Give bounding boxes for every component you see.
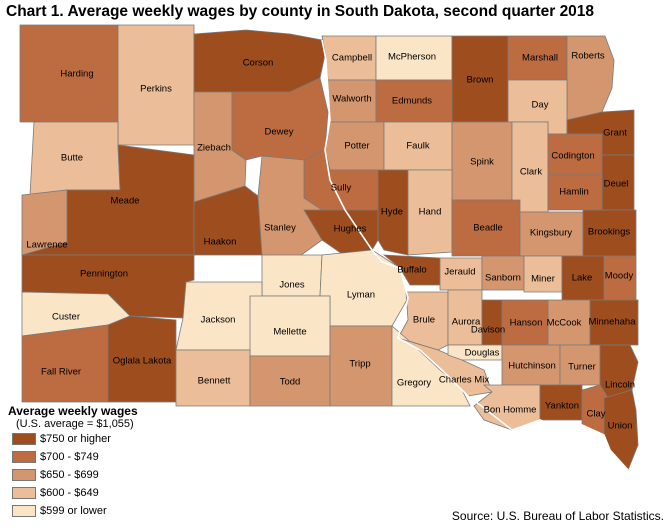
legend-label: $750 or higher bbox=[40, 433, 111, 445]
county-label: Sully bbox=[331, 183, 352, 194]
county-label: McPherson bbox=[388, 52, 436, 63]
county-label: Moody bbox=[605, 271, 634, 282]
county-label: Hand bbox=[419, 207, 442, 218]
legend-item: $650 - $699 bbox=[12, 466, 138, 484]
county-label: Hyde bbox=[381, 207, 403, 218]
county-douglas bbox=[447, 344, 503, 361]
source-note: Source: U.S. Bureau of Labor Statistics. bbox=[451, 509, 664, 523]
county-label: Bon Homme bbox=[484, 405, 537, 416]
county-label: Miner bbox=[531, 274, 555, 285]
county-label: Dewey bbox=[264, 127, 293, 138]
legend-swatch bbox=[12, 505, 36, 517]
county-label: Spink bbox=[470, 157, 494, 168]
legend-label: $700 - $749 bbox=[40, 451, 99, 463]
county-label: Buffalo bbox=[397, 265, 426, 276]
county-label: Turner bbox=[568, 362, 596, 373]
county-label: Bennett bbox=[198, 376, 231, 387]
county-label: Douglas bbox=[465, 348, 500, 359]
county-label: Lawrence bbox=[26, 240, 67, 251]
county-minnehaha bbox=[589, 299, 639, 346]
county-label: Ziebach bbox=[197, 143, 231, 154]
county-label: McCook bbox=[547, 318, 582, 329]
legend-label: $650 - $699 bbox=[40, 469, 99, 481]
county-label: Hutchinson bbox=[508, 361, 556, 372]
county-label: Walworth bbox=[332, 94, 371, 105]
county-buffalo bbox=[382, 254, 441, 286]
county-label: Charles Mix bbox=[439, 375, 489, 386]
county-label: Brule bbox=[413, 315, 435, 326]
county-label: Deuel bbox=[604, 179, 629, 190]
county-label: Jackson bbox=[201, 315, 236, 326]
county-label: Minnehaha bbox=[588, 317, 636, 328]
county-label: Mellette bbox=[273, 327, 306, 338]
county-label: Brookings bbox=[588, 227, 630, 238]
county-label: Gregory bbox=[397, 378, 432, 389]
legend-item: $600 - $649 bbox=[12, 484, 138, 502]
county-label: Custer bbox=[52, 312, 80, 323]
county-label: Harding bbox=[60, 69, 93, 80]
county-label: Brown bbox=[467, 75, 494, 86]
county-roberts bbox=[566, 35, 615, 121]
legend-label: $600 - $649 bbox=[40, 487, 99, 499]
county-label: Marshall bbox=[522, 53, 558, 64]
county-label: Kingsbury bbox=[530, 228, 572, 239]
county-label: Clay bbox=[586, 409, 605, 420]
county-label: Lake bbox=[572, 273, 593, 284]
county-label: Tripp bbox=[349, 359, 370, 370]
county-label: Jerauld bbox=[444, 267, 475, 278]
county-davison bbox=[481, 299, 503, 346]
county-label: Corson bbox=[243, 58, 274, 69]
county-label: Lyman bbox=[347, 290, 375, 301]
legend-item: $700 - $749 bbox=[12, 448, 138, 466]
county-label: Pennington bbox=[80, 269, 128, 280]
county-label: Union bbox=[608, 421, 633, 432]
legend-swatch bbox=[12, 433, 36, 445]
county-label: Grant bbox=[603, 128, 627, 139]
county-label: Jones bbox=[279, 280, 305, 291]
legend-subtitle: (U.S. average = $1,055) bbox=[16, 418, 134, 430]
county-label: Hughes bbox=[334, 224, 367, 235]
county-label: Clark bbox=[520, 167, 542, 178]
legend-label: $599 or lower bbox=[40, 505, 107, 517]
county-fall-river bbox=[21, 324, 109, 403]
county-label: Davison bbox=[471, 325, 505, 336]
county-label: Todd bbox=[280, 377, 301, 388]
county-label: Sanborn bbox=[485, 273, 521, 284]
legend-swatch bbox=[12, 487, 36, 499]
legend-items: $750 or higher $700 - $749 $650 - $699 $600… bbox=[8, 430, 138, 520]
county-label: Hanson bbox=[510, 318, 543, 329]
county-label: Oglala Lakota bbox=[113, 356, 172, 367]
county-label: Potter bbox=[344, 141, 369, 152]
county-label: Stanley bbox=[264, 223, 296, 234]
county-label: Hamlin bbox=[559, 187, 589, 198]
chart-title: Chart 1. Average weekly wages by county … bbox=[6, 3, 595, 20]
county-label: Butte bbox=[61, 153, 83, 164]
legend-swatch bbox=[12, 451, 36, 463]
county-label: Beadle bbox=[473, 223, 503, 234]
county-label: Aurora bbox=[452, 317, 481, 328]
county-label: Meade bbox=[110, 196, 139, 207]
legend-swatch bbox=[12, 469, 36, 481]
legend-item: $750 or higher bbox=[12, 430, 138, 448]
county-label: Perkins bbox=[140, 84, 172, 95]
county-label: Campbell bbox=[332, 53, 372, 64]
county-label: Day bbox=[532, 100, 549, 111]
county-label: Roberts bbox=[571, 51, 605, 62]
county-label: Yankton bbox=[545, 401, 579, 412]
county-label: Lincoln bbox=[605, 380, 635, 391]
missouri-river bbox=[321, 39, 629, 471]
county-label: Haakon bbox=[204, 237, 237, 248]
legend-title: Average weekly wages bbox=[8, 404, 138, 418]
county-label: Codington bbox=[551, 151, 594, 162]
legend-item: $599 or lower bbox=[12, 502, 138, 520]
county-label: Faulk bbox=[406, 141, 429, 152]
county-label: Fall River bbox=[41, 367, 81, 378]
county-lawrence bbox=[21, 189, 68, 256]
county-label: Edmunds bbox=[392, 96, 432, 107]
legend: Average weekly wages (U.S. average = $1,… bbox=[8, 404, 138, 520]
